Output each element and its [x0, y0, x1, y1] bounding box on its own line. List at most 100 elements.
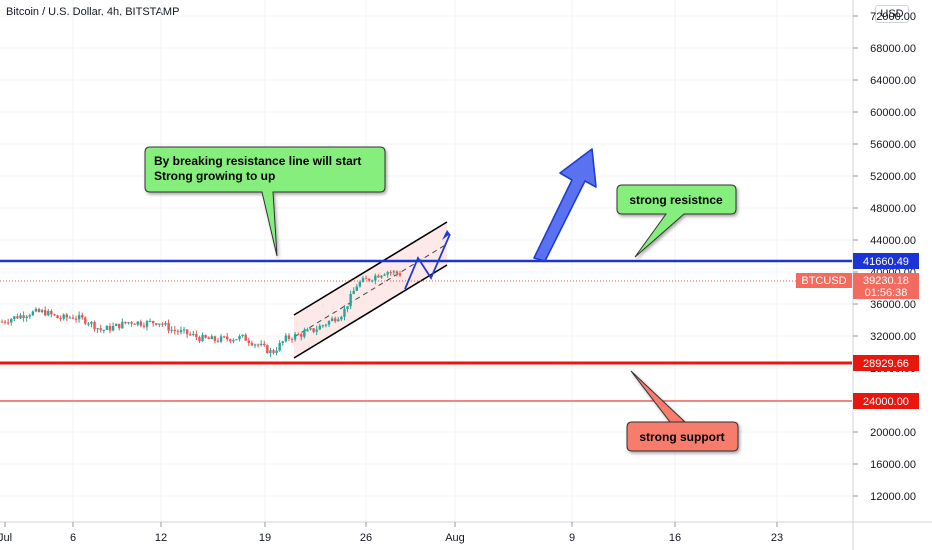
candle-body — [105, 326, 109, 330]
channel-lower-line[interactable] — [293, 264, 448, 359]
y-tick-label-14: 68000.00 — [870, 43, 916, 55]
candle-body — [315, 329, 318, 332]
candle-body — [226, 336, 229, 340]
candle-body — [65, 314, 68, 318]
price-axis[interactable]: 12000.0016000.0020000.0024000.0028000.00… — [853, 11, 916, 503]
candle-body — [389, 272, 392, 274]
level-24000-price-text: 24000.00 — [863, 396, 909, 408]
candle-body — [50, 310, 53, 315]
candle-body — [358, 281, 362, 287]
candle-body — [380, 275, 383, 278]
candle-body — [158, 323, 161, 325]
candle-body — [68, 317, 72, 319]
support-callout[interactable] — [626, 370, 739, 452]
candle-body — [296, 334, 300, 336]
candle-body — [244, 334, 247, 341]
candle-body — [330, 318, 334, 322]
candles — [0, 269, 402, 357]
candle-body — [275, 350, 278, 353]
candle-body — [210, 336, 213, 340]
y-tick-label-1: 16000.00 — [870, 459, 916, 471]
last-price-tag — [853, 273, 919, 299]
candle-body — [222, 336, 226, 338]
candle-body — [40, 310, 44, 312]
y-tick-label-10: 52000.00 — [870, 171, 916, 183]
candle-body — [192, 333, 195, 335]
candle-body — [114, 323, 118, 326]
candle-body — [290, 338, 294, 340]
candle-body — [96, 328, 99, 330]
channel-fill — [294, 222, 447, 358]
candle-body — [207, 337, 210, 340]
candle-body — [213, 336, 217, 341]
resistance-callout[interactable] — [616, 184, 737, 258]
breakout-callout[interactable] — [144, 146, 386, 257]
projected-path[interactable] — [404, 233, 451, 290]
candle-body — [133, 323, 136, 325]
countdown-text: 01:56:38 — [865, 287, 908, 299]
candle-body — [392, 271, 396, 273]
candle-body — [247, 340, 251, 343]
candle-body — [253, 344, 257, 346]
channel-upper-line[interactable] — [293, 221, 448, 316]
candle-body — [3, 321, 7, 323]
candle-body — [312, 328, 315, 332]
candle-body — [300, 334, 303, 337]
y-tick-label-13: 64000.00 — [870, 75, 916, 87]
candle-body — [124, 321, 127, 324]
candle-body — [284, 335, 288, 342]
x-tick-label-5: Aug — [445, 532, 465, 544]
candle-body — [256, 344, 260, 346]
candle-body — [371, 280, 374, 282]
candle-body — [142, 325, 146, 327]
x-tick-label-7: 16 — [669, 532, 681, 544]
candle-body — [10, 319, 13, 323]
candle-body — [25, 316, 28, 318]
candle-body — [136, 321, 139, 325]
y-tick-label-9: 48000.00 — [870, 203, 916, 215]
projected-path-arrowhead — [442, 230, 450, 240]
x-tick-label-0: Jul — [0, 532, 12, 544]
candle-body — [377, 275, 380, 278]
currency-button[interactable]: USD — [875, 5, 909, 23]
candle-body — [62, 314, 65, 319]
breakout-note-line1: By breaking resistance line will start — [154, 154, 361, 168]
candle-body — [179, 330, 183, 333]
candle-body — [148, 320, 152, 322]
candle-body — [352, 290, 355, 295]
chart-title: Bitcoin / U.S. Dollar, 4h, BITSTAMP — [6, 6, 180, 18]
last-price-text: 39230.18 — [863, 275, 909, 287]
time-axis[interactable]: Jul 6 12 19 26 Aug 9 16 23 — [0, 522, 783, 544]
candle-body — [398, 273, 402, 276]
candle-body — [361, 278, 365, 282]
candle-body — [59, 318, 62, 320]
candle-body — [182, 329, 186, 331]
candle-body — [167, 323, 170, 331]
candle-body — [127, 322, 130, 324]
y-tick-label-11: 56000.00 — [870, 139, 916, 151]
candle-body — [306, 329, 309, 332]
candle-body — [13, 316, 16, 320]
candle-body — [395, 271, 399, 274]
candle-body — [340, 316, 343, 320]
candle-body — [334, 318, 337, 322]
x-tick-label-1: 6 — [70, 532, 76, 544]
big-up-arrow[interactable] — [533, 148, 597, 262]
candle-body — [266, 345, 269, 354]
candle-body — [287, 335, 291, 339]
candle-body — [374, 275, 377, 281]
candle-body — [195, 333, 198, 338]
candle-body — [155, 323, 158, 325]
x-tick-label-3: 19 — [259, 532, 271, 544]
candle-body — [56, 315, 59, 319]
candle-body — [99, 328, 102, 331]
candle-body — [71, 317, 75, 319]
support-price-tag — [853, 355, 919, 371]
candle-body — [139, 321, 143, 326]
y-tick-label-15: 72000.00 — [870, 11, 916, 23]
candle-body — [102, 329, 106, 331]
candle-body — [259, 343, 263, 345]
x-tick-label-8: 23 — [771, 532, 783, 544]
